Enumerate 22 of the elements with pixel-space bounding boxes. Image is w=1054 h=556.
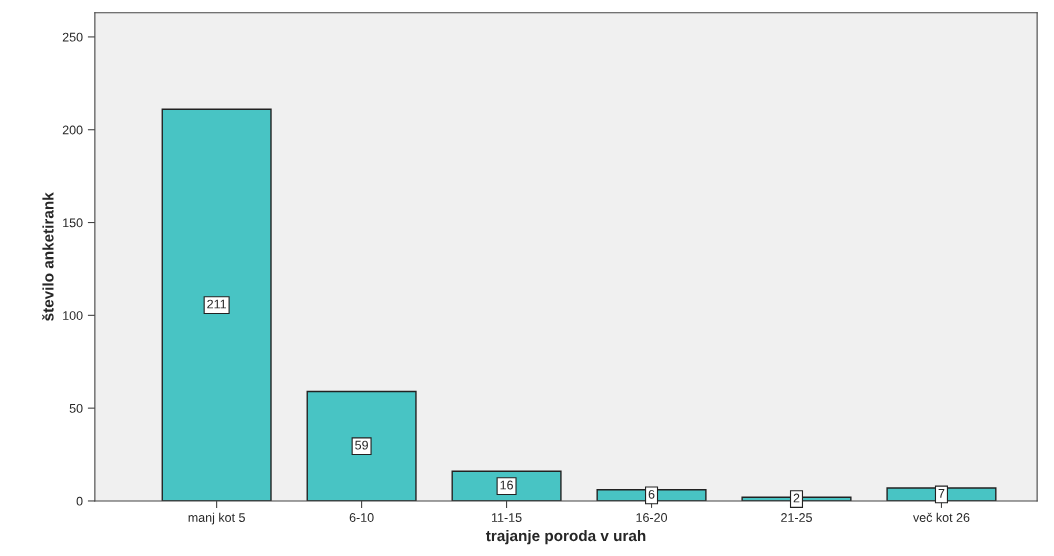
y-tick-label: 250 <box>62 32 83 42</box>
x-tick-label: 16-20 <box>636 513 668 522</box>
x-axis-title: trajanje poroda v urah <box>485 529 646 545</box>
bar <box>161 108 272 501</box>
x-tick-label: manj kot 5 <box>188 512 245 525</box>
x-tick-label: 6-10 <box>349 513 374 522</box>
x-tick-label: več kot 26 <box>913 512 970 522</box>
data-label: 6 <box>648 489 655 499</box>
data-label: 59 <box>355 440 368 450</box>
y-tick-label: 150 <box>63 218 83 228</box>
y-tick-label: 100 <box>63 311 83 320</box>
bar <box>306 390 417 501</box>
y-axis-title: število anketirank <box>42 192 54 321</box>
y-tick-label: 0 <box>76 496 83 506</box>
x-tick-label: 21-25 <box>781 513 812 522</box>
y-tick-label: 50 <box>69 403 83 413</box>
data-label: 7 <box>938 489 945 498</box>
data-label: 16 <box>500 480 513 490</box>
data-label: 211 <box>207 299 226 309</box>
x-tick-label: 11-15 <box>491 513 522 522</box>
y-tick-label: 200 <box>62 125 83 135</box>
data-label: 2 <box>793 493 800 503</box>
